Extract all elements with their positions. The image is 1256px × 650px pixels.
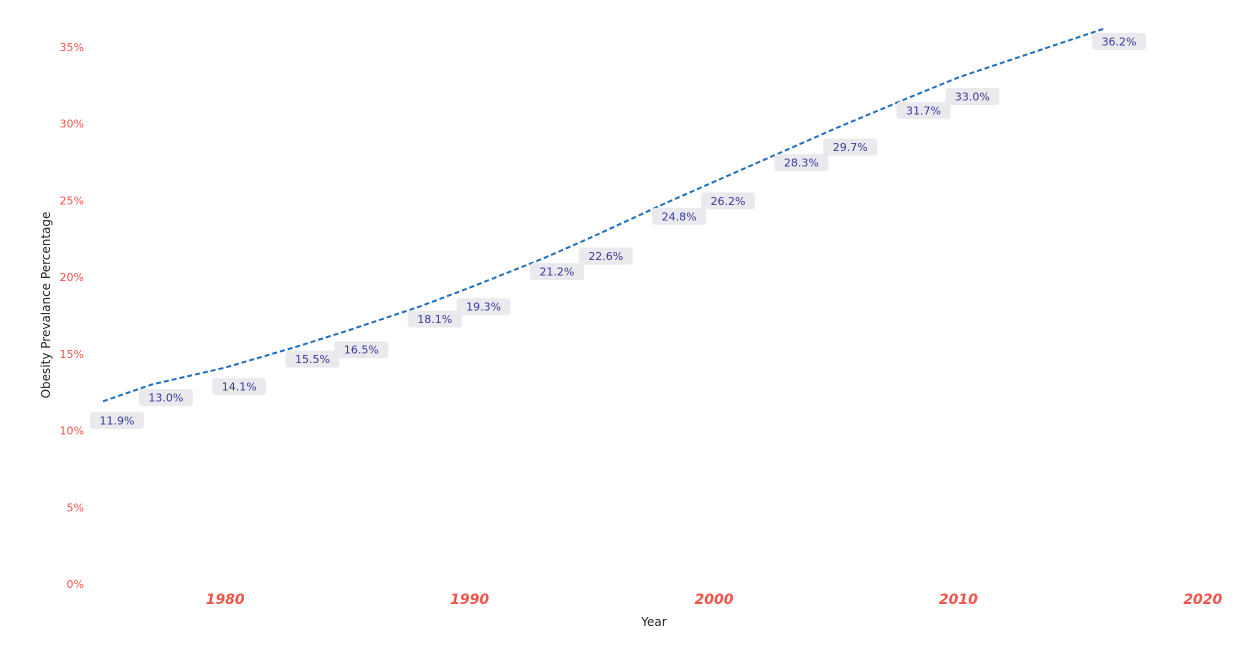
data-label: 11.9% xyxy=(90,411,144,429)
data-label: 15.5% xyxy=(285,350,340,368)
x-tick-label: 2010 xyxy=(939,592,978,608)
data-label: 18.1% xyxy=(407,310,462,328)
y-axis-title: Obesity Prevalance Percentage xyxy=(39,212,53,399)
data-label-background xyxy=(90,411,144,429)
y-tick-label: 30% xyxy=(60,118,84,131)
y-axis-ticks: 0% 5% 10% 15% 20% 25% 30% 35% xyxy=(60,41,84,591)
data-labels: 11.9% 13.0% 14.1% 15.5% 16.5% 18.1% 19.3% 21.2%… xyxy=(90,32,1147,429)
x-tick-label: 1990 xyxy=(450,592,489,608)
y-tick-label: 25% xyxy=(60,194,84,207)
y-tick-label: 35% xyxy=(60,41,84,54)
data-label-value: 15.5% xyxy=(295,353,330,366)
data-label-value: 21.2% xyxy=(539,266,574,279)
data-label: 28.3% xyxy=(774,154,829,172)
data-label-background xyxy=(285,350,340,368)
data-label: 22.6% xyxy=(578,247,633,265)
data-label-value: 13.0% xyxy=(148,391,183,404)
data-label-background xyxy=(456,298,511,316)
x-axis-title: Year xyxy=(640,615,666,629)
data-label-value: 29.7% xyxy=(833,141,868,154)
data-label-background xyxy=(1092,32,1147,50)
data-label: 13.0% xyxy=(138,388,193,406)
data-label: 33.0% xyxy=(945,87,1000,105)
data-label-value: 26.2% xyxy=(711,195,746,208)
x-tick-label: 1980 xyxy=(206,592,245,608)
data-label-background xyxy=(701,192,755,210)
data-label-background xyxy=(896,101,951,119)
x-axis-ticks: 1980 1990 2000 2010 2020 xyxy=(206,592,1223,608)
series-line xyxy=(102,27,1106,403)
data-label: 19.3% xyxy=(456,298,511,316)
data-label: 21.2% xyxy=(529,263,584,281)
data-label: 24.8% xyxy=(652,207,707,225)
data-label-background xyxy=(823,138,878,156)
data-label-background xyxy=(652,207,707,225)
y-tick-label: 20% xyxy=(60,271,84,284)
y-tick-label: 5% xyxy=(67,501,84,514)
data-label: 14.1% xyxy=(212,378,267,396)
data-label-background xyxy=(578,247,633,265)
data-label-value: 22.6% xyxy=(588,250,623,263)
data-label-background xyxy=(407,310,462,328)
data-label-background xyxy=(138,388,193,406)
data-label-background xyxy=(945,87,1000,105)
y-tick-label: 10% xyxy=(60,425,84,438)
data-label: 29.7% xyxy=(823,138,878,156)
data-label-value: 33.0% xyxy=(955,90,990,103)
data-label-background xyxy=(334,341,389,359)
data-label-background xyxy=(774,154,829,172)
data-label: 31.7% xyxy=(896,101,951,119)
data-label-value: 28.3% xyxy=(784,157,819,170)
data-label-background xyxy=(212,378,267,396)
x-tick-label: 2020 xyxy=(1183,592,1222,608)
data-label-value: 19.3% xyxy=(466,301,501,314)
data-label: 16.5% xyxy=(334,341,389,359)
x-tick-label: 2000 xyxy=(695,592,734,608)
data-label-value: 31.7% xyxy=(906,104,941,117)
data-label: 36.2% xyxy=(1092,32,1147,50)
y-tick-label: 15% xyxy=(60,348,84,361)
data-label-background xyxy=(529,263,584,281)
data-label-value: 24.8% xyxy=(662,210,697,223)
data-label-value: 16.5% xyxy=(344,344,379,357)
data-label-value: 36.2% xyxy=(1102,35,1137,48)
data-label-value: 18.1% xyxy=(417,313,452,326)
data-label-value: 11.9% xyxy=(100,414,135,427)
data-label: 26.2% xyxy=(701,192,755,210)
y-tick-label: 0% xyxy=(67,578,84,591)
data-label-value: 14.1% xyxy=(222,381,257,394)
